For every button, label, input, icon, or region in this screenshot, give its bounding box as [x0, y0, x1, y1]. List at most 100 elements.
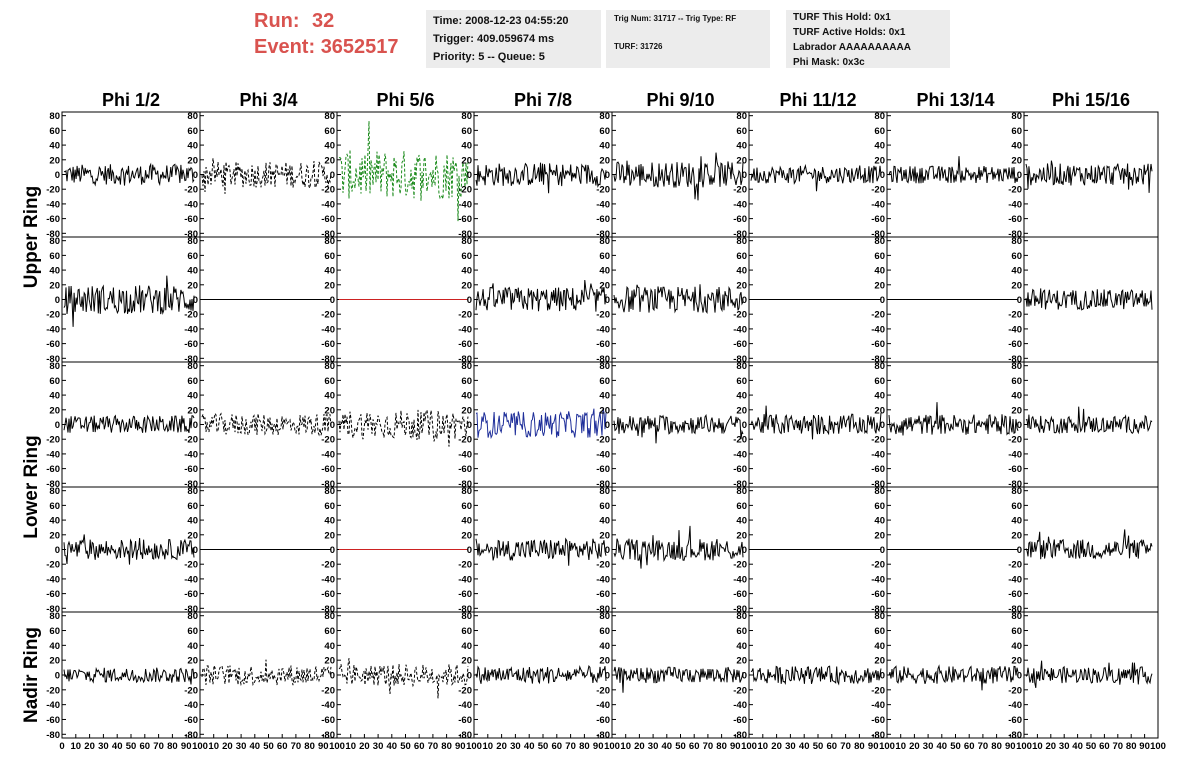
- y-tick-label: -40: [596, 574, 610, 585]
- x-tick-label: 60: [689, 741, 700, 752]
- column-header-2: Phi 3/4: [239, 90, 297, 110]
- y-tick-label: 20: [324, 530, 335, 541]
- x-tick-label: 20: [496, 741, 507, 752]
- x-tick-label: 40: [387, 741, 398, 752]
- y-tick-label: -60: [321, 715, 335, 726]
- y-tick-label: -40: [871, 324, 885, 335]
- y-tick-label: 0: [880, 420, 885, 431]
- y-tick-label: 20: [461, 530, 472, 541]
- x-tick-label: 10: [345, 741, 356, 752]
- y-tick-label: -40: [733, 700, 747, 711]
- y-tick-label: 40: [874, 641, 885, 652]
- x-tick-label: 90: [593, 741, 604, 752]
- y-tick-label: -60: [321, 589, 335, 600]
- x-tick-label: 60: [414, 741, 425, 752]
- y-tick-label: -20: [596, 560, 610, 571]
- panel-r5-c4: -80 -60 -40 -20 0 20 40 60 80: [458, 611, 613, 741]
- y-tick-label: 40: [599, 641, 610, 652]
- y-tick-label: 40: [874, 516, 885, 527]
- y-tick-label: -40: [321, 700, 335, 711]
- y-tick-label: 80: [461, 611, 472, 622]
- y-tick-label: 60: [599, 376, 610, 387]
- y-tick-label: -60: [184, 214, 198, 225]
- y-tick-label: 0: [467, 170, 472, 181]
- panel-r1-c8: -80 -60 -40 -20 0 20 40 60 80: [1008, 111, 1159, 240]
- x-tick-label: 70: [153, 741, 164, 752]
- y-tick-label: 60: [736, 626, 747, 637]
- y-tick-label: 80: [49, 611, 60, 622]
- x-tick-label: 60: [827, 741, 838, 752]
- panel-r5-c8: -80 -60 -40 -20 0 20 40 60 80: [1008, 611, 1159, 741]
- x-tick-label: 90: [1005, 741, 1016, 752]
- y-tick-label: -40: [458, 449, 472, 460]
- y-tick-label: -80: [871, 730, 885, 741]
- y-tick-label: 0: [55, 295, 60, 306]
- y-tick-label: 0: [467, 420, 472, 431]
- y-tick-label: -60: [733, 214, 747, 225]
- y-tick-label: 20: [324, 280, 335, 291]
- panel-r4-c3: -80 -60 -40 -20 0 20 40 60 80: [321, 486, 475, 615]
- x-tick-label: 30: [510, 741, 521, 752]
- y-tick-label: -40: [321, 574, 335, 585]
- y-tick-label: 40: [599, 391, 610, 402]
- y-tick-label: -40: [733, 324, 747, 335]
- y-tick-label: 60: [599, 126, 610, 137]
- y-tick-label: 60: [187, 126, 198, 137]
- column-header-5: Phi 9/10: [646, 90, 714, 110]
- y-tick-label: -20: [871, 310, 885, 321]
- y-tick-label: 0: [55, 671, 60, 682]
- y-tick-label: 80: [736, 611, 747, 622]
- y-tick-label: -20: [321, 185, 335, 196]
- y-tick-label: 80: [324, 486, 335, 497]
- y-tick-label: 60: [49, 626, 60, 637]
- y-tick-label: -20: [46, 185, 60, 196]
- y-tick-label: 0: [742, 671, 747, 682]
- y-tick-label: 20: [324, 155, 335, 166]
- x-tick-label: 10: [620, 741, 631, 752]
- y-tick-label: 60: [874, 126, 885, 137]
- x-tick-label: 20: [1046, 741, 1057, 752]
- x-tick-label: 100: [1150, 741, 1166, 752]
- y-tick-label: 60: [736, 376, 747, 387]
- y-tick-label: 40: [736, 266, 747, 277]
- x-tick-label: 50: [813, 741, 824, 752]
- panel-r5-c3: -80 -60 -40 -20 0 20 40 60 80: [321, 611, 475, 741]
- x-tick-label: 40: [524, 741, 535, 752]
- ring-label-2: Lower Ring: [21, 435, 42, 538]
- y-tick-label: -40: [184, 449, 198, 460]
- x-tick-label: 50: [538, 741, 549, 752]
- y-tick-label: -20: [458, 185, 472, 196]
- x-tick-label: 70: [978, 741, 989, 752]
- panel-r3-c6: -80 -60 -40 -20 0 20 40 60 80: [733, 361, 888, 490]
- waveform-trace: [613, 525, 744, 569]
- y-tick-label: 0: [193, 170, 198, 181]
- y-tick-label: 80: [874, 486, 885, 497]
- y-tick-label: 20: [49, 530, 60, 541]
- y-tick-label: 80: [874, 236, 885, 247]
- y-tick-label: -40: [596, 700, 610, 711]
- y-tick-label: -60: [458, 339, 472, 350]
- turf-info-box: TURF This Hold: 0x1 TURF Active Holds: 0…: [786, 10, 950, 68]
- waveform-trace: [475, 408, 607, 440]
- waveform-trace: [1025, 660, 1153, 688]
- event-label: Event:: [254, 36, 316, 58]
- y-tick-label: 0: [1017, 295, 1022, 306]
- y-tick-label: -60: [596, 464, 610, 475]
- y-tick-label: -60: [1008, 339, 1022, 350]
- y-tick-label: -80: [871, 229, 885, 240]
- y-tick-label: 60: [324, 626, 335, 637]
- y-tick-label: 60: [324, 251, 335, 262]
- x-tick-label: 60: [277, 741, 288, 752]
- y-tick-label: -80: [1008, 604, 1022, 615]
- y-tick-label: -60: [871, 464, 885, 475]
- turf-active-holds-text: TURF Active Holds: 0x1: [793, 27, 906, 38]
- run-row: Run: 32: [254, 8, 424, 34]
- waveform-trace: [613, 414, 744, 444]
- ring-label-3: Nadir Ring: [21, 627, 42, 723]
- waveform-trace: [63, 275, 195, 327]
- y-tick-label: -40: [458, 574, 472, 585]
- priority-text: Priority: 5 -- Queue: 5: [433, 51, 545, 63]
- y-tick-label: 40: [49, 516, 60, 527]
- y-tick-label: 80: [874, 111, 885, 122]
